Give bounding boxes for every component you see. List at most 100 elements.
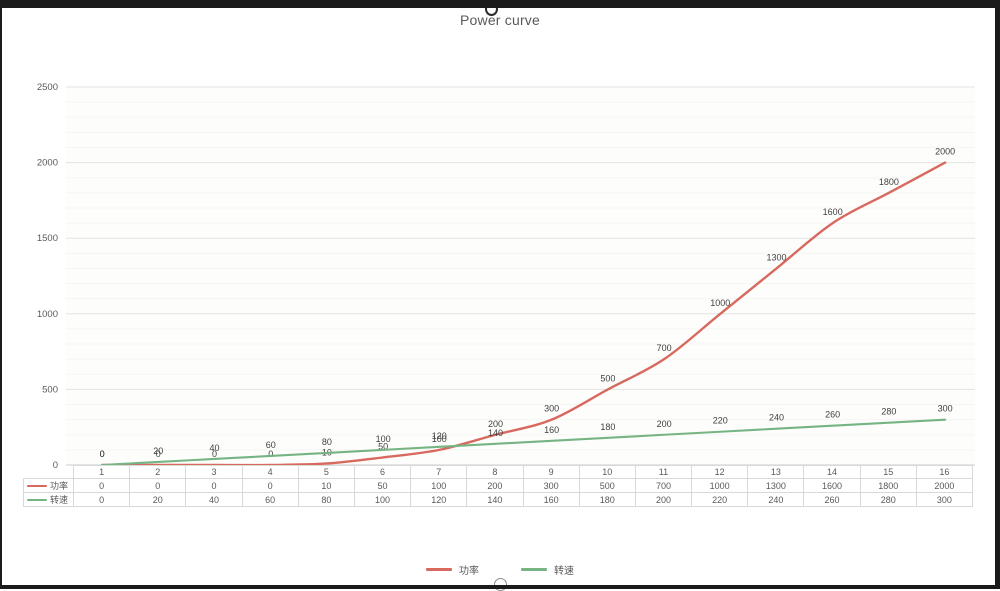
data-label-转速: 220 [713, 416, 728, 426]
series-swatch-line [27, 484, 47, 487]
y-axis-tick-label: 2500 [37, 82, 58, 93]
table-category-header: 15 [860, 465, 917, 479]
legend-item-转速: 转速 [521, 562, 574, 577]
data-label-转速: 80 [322, 437, 332, 447]
table-series-stub: 转速 [23, 493, 74, 507]
table-value-cell: 140 [467, 493, 524, 507]
data-label-转速: 0 [100, 449, 105, 459]
data-label-转速: 100 [376, 434, 391, 444]
table-value-cell: 200 [467, 479, 524, 493]
table-category-header: 8 [467, 465, 524, 479]
data-label-转速: 20 [153, 446, 163, 456]
table-value-cell: 60 [242, 493, 299, 507]
data-label-转速: 300 [938, 404, 953, 414]
table-category-header: 9 [523, 465, 580, 479]
table-value-cell: 300 [916, 493, 973, 507]
chart-title: Power curve [459, 12, 540, 28]
legend-swatch-line [426, 568, 452, 571]
table-category-header: 3 [186, 465, 243, 479]
data-label-功率: 300 [544, 404, 559, 414]
data-label-功率: 2000 [935, 147, 955, 157]
chart-legend: 功率 转速 [0, 562, 1000, 577]
y-axis-tick-label: 500 [42, 384, 58, 395]
plot-background [66, 87, 975, 465]
y-axis-tick-label: 0 [53, 460, 58, 471]
data-label-功率: 500 [600, 373, 615, 383]
legend-label: 功率 [459, 566, 479, 577]
table-value-cell: 1300 [748, 479, 805, 493]
legend-item-功率: 功率 [426, 562, 479, 577]
data-label-功率: 1000 [710, 298, 730, 308]
data-label-转速: 260 [825, 410, 840, 420]
data-label-转速: 120 [432, 431, 447, 441]
table-value-cell: 280 [860, 493, 917, 507]
data-label-转速: 40 [209, 443, 219, 453]
frame-left-bar [0, 0, 2, 589]
table-value-cell: 0 [130, 479, 187, 493]
frame-right-bar [995, 0, 1000, 589]
table-value-cell: 100 [411, 479, 468, 493]
data-label-功率: 100 [432, 434, 447, 444]
table-value-cell: 40 [186, 493, 243, 507]
data-label-转速: 60 [266, 440, 276, 450]
table-value-cell: 500 [579, 479, 636, 493]
table-value-cell: 160 [523, 493, 580, 507]
table-value-cell: 0 [74, 479, 131, 493]
table-value-cell: 200 [635, 493, 693, 507]
data-label-功率: 1800 [879, 177, 899, 187]
table-series-stub: 功率 [23, 479, 74, 493]
table-value-cell: 700 [635, 479, 693, 493]
table-value-cell: 20 [130, 493, 187, 507]
table-value-cell: 180 [579, 493, 636, 507]
data-label-功率: 50 [378, 441, 388, 451]
series-name-label: 转速 [50, 494, 69, 505]
table-value-cell: 300 [523, 479, 580, 493]
frame-bottom-bar [0, 585, 1000, 589]
data-label-功率: 700 [657, 343, 672, 353]
frame-top-bar [0, 0, 1000, 8]
table-category-header: 6 [354, 465, 412, 479]
data-label-转速: 280 [881, 407, 896, 417]
table-category-header: 2 [130, 465, 187, 479]
table-corner-cell [23, 465, 74, 479]
table-value-cell: 100 [354, 493, 412, 507]
table-category-header: 7 [411, 465, 468, 479]
table-value-cell: 1000 [692, 479, 749, 493]
table-value-cell: 80 [298, 493, 355, 507]
table-value-cell: 240 [748, 493, 805, 507]
data-label-功率: 0 [268, 449, 273, 459]
table-value-cell: 50 [354, 479, 412, 493]
data-label-转速: 200 [657, 419, 672, 429]
table-category-header: 1 [74, 465, 131, 479]
table-category-header: 5 [298, 465, 355, 479]
table-category-header: 10 [579, 465, 636, 479]
table-category-header: 16 [916, 465, 973, 479]
table-category-header: 12 [692, 465, 749, 479]
table-value-cell: 120 [411, 493, 468, 507]
data-label-功率: 1600 [823, 207, 843, 217]
table-value-cell: 10 [298, 479, 355, 493]
data-label-转速: 140 [488, 428, 503, 438]
table-category-header: 4 [242, 465, 299, 479]
data-label-功率: 0 [156, 449, 161, 459]
y-axis-tick-label: 1000 [37, 309, 58, 320]
table-category-header: 13 [748, 465, 805, 479]
table-value-cell: 260 [804, 493, 861, 507]
data-label-功率: 0 [212, 449, 217, 459]
series-line-转速 [101, 418, 947, 467]
data-label-功率: 1300 [766, 252, 786, 262]
series-swatch-line [27, 498, 47, 501]
data-label-转速: 180 [600, 422, 615, 432]
chart-data-table: 1 2 3 4 5 6 7 8 9 10 11 12 13 14 15 16 功率 0 0 0 0 10 50 100 200 3… [23, 465, 973, 507]
data-label-转速: 240 [769, 413, 784, 423]
table-value-cell: 0 [74, 493, 131, 507]
table-value-cell: 2000 [916, 479, 973, 493]
data-label-功率: 200 [488, 419, 503, 429]
table-category-header: 14 [804, 465, 861, 479]
table-value-cell: 0 [242, 479, 299, 493]
data-label-功率: 0 [100, 449, 105, 459]
data-label-转速: 160 [544, 425, 559, 435]
series-name-label: 功率 [50, 480, 69, 491]
y-axis-tick-label: 2000 [37, 158, 58, 169]
